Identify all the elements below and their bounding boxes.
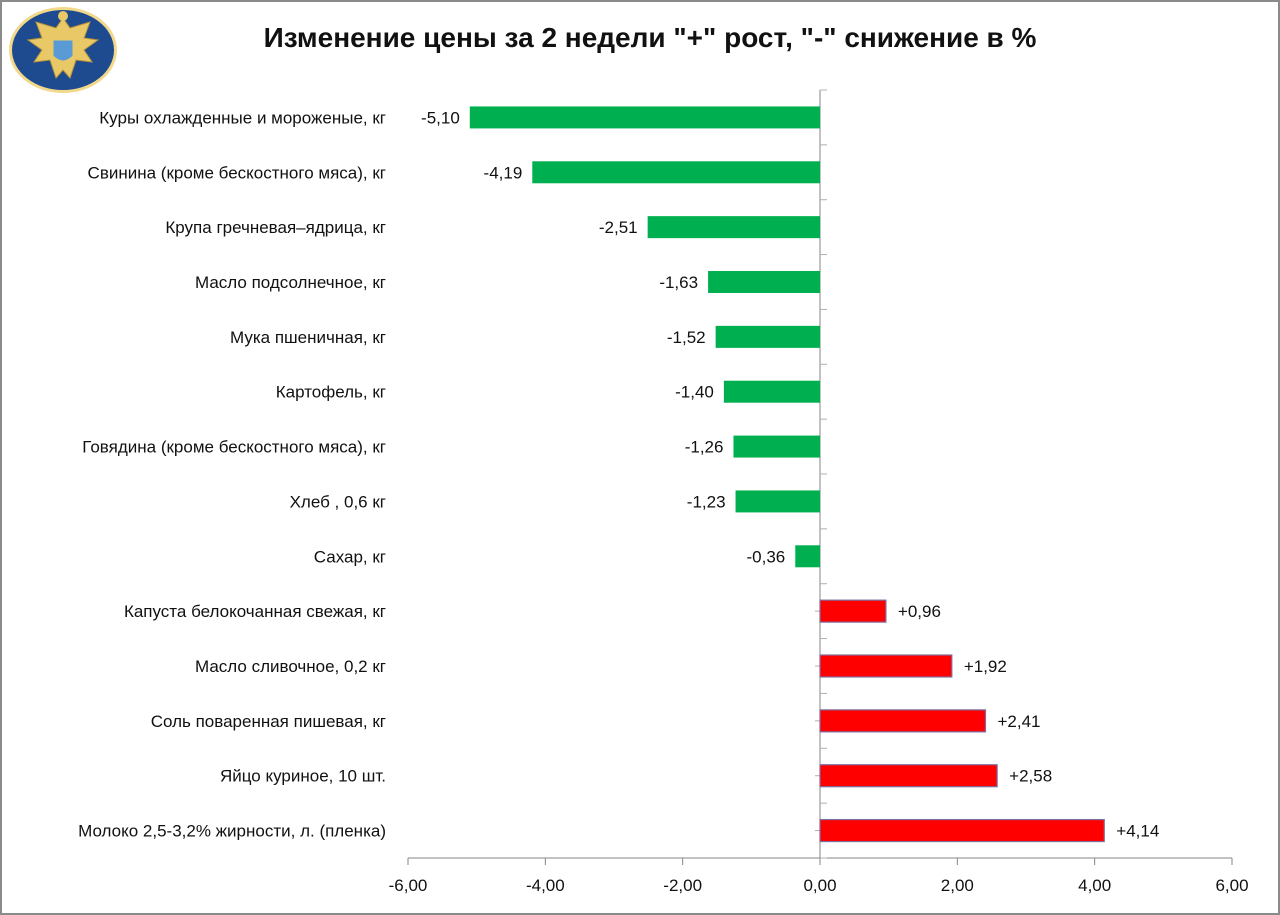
category-label: Капуста белокочанная свежая, кг xyxy=(124,602,386,621)
data-label: -1,63 xyxy=(659,273,698,292)
data-label: +4,14 xyxy=(1116,822,1159,841)
category-label: Говядина (кроме бескостного мяса), кг xyxy=(82,438,386,457)
bar xyxy=(735,490,820,513)
bar xyxy=(723,380,820,403)
category-label: Масло сливочное, 0,2 кг xyxy=(195,657,386,676)
x-tick-label: -2,00 xyxy=(663,876,702,895)
data-label: +2,58 xyxy=(1009,767,1052,786)
data-label: -1,23 xyxy=(687,492,726,511)
data-label: -4,19 xyxy=(484,163,523,182)
category-label: Свинина (кроме бескостного мяса), кг xyxy=(88,163,386,182)
category-label: Соль поваренная пишевая, кг xyxy=(151,712,386,731)
bar xyxy=(647,216,820,239)
emblem-logo xyxy=(6,4,120,101)
x-tick-label: -4,00 xyxy=(526,876,565,895)
data-label: -0,36 xyxy=(747,547,786,566)
bar xyxy=(819,599,887,623)
data-label: -1,26 xyxy=(685,438,724,457)
category-label: Крупа гречневая–ядрица, кг xyxy=(165,218,386,237)
data-label: -1,40 xyxy=(675,383,714,402)
category-label: Мука пшеничная, кг xyxy=(230,328,386,347)
category-label: Яйцо куриное, 10 шт. xyxy=(220,767,386,786)
data-label: -1,52 xyxy=(667,328,706,347)
bar xyxy=(819,654,953,678)
data-label: -5,10 xyxy=(421,108,460,127)
x-tick-label: 6,00 xyxy=(1215,876,1248,895)
category-label: Хлеб , 0,6 кг xyxy=(290,492,386,511)
bar xyxy=(469,106,820,129)
x-tick-label: -6,00 xyxy=(389,876,428,895)
data-label: +1,92 xyxy=(964,657,1007,676)
category-label: Сахар, кг xyxy=(314,547,386,566)
data-label: -2,51 xyxy=(599,218,638,237)
bar xyxy=(708,271,820,293)
bar xyxy=(819,818,1105,843)
category-label: Масло подсолнечное, кг xyxy=(195,273,386,292)
x-tick-label: 2,00 xyxy=(941,876,974,895)
data-label: +2,41 xyxy=(997,712,1040,731)
bar xyxy=(819,709,987,733)
bar xyxy=(795,545,820,568)
category-label: Картофель, кг xyxy=(276,383,386,402)
category-label: Молоко 2,5-3,2% жирности, л. (пленка) xyxy=(78,822,386,841)
x-tick-label: 0,00 xyxy=(803,876,836,895)
data-label: +0,96 xyxy=(898,602,941,621)
bar xyxy=(819,764,998,788)
chart-title: Изменение цены за 2 недели "+" рост, "-"… xyxy=(263,22,1037,53)
x-tick-label: 4,00 xyxy=(1078,876,1111,895)
category-label: Куры охлажденные и мороженые, кг xyxy=(99,108,386,127)
bar xyxy=(733,435,820,458)
bar xyxy=(715,325,820,348)
bar xyxy=(532,161,820,184)
